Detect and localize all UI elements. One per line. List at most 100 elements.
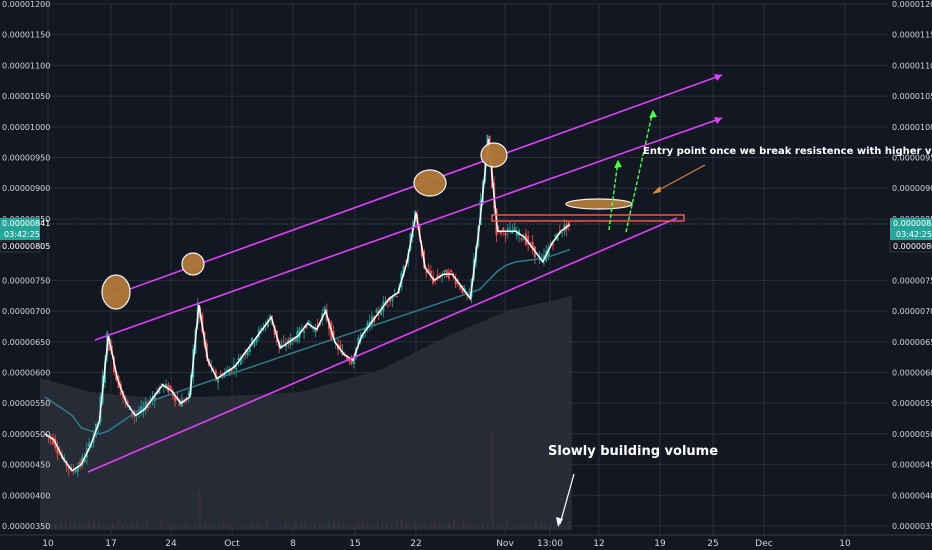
candle-body <box>282 342 285 344</box>
countdown-tag-right-text: 03:42:25 <box>896 230 932 239</box>
candle-body <box>509 227 512 229</box>
x-tick-label: 22 <box>410 539 421 549</box>
entry-point-annotation: Entry point once we break resistence wit… <box>643 146 932 157</box>
y-tick-label-left: 0.00000950 <box>2 154 50 163</box>
entry-pointer-arrow <box>654 164 706 193</box>
x-tick-label: Dec <box>755 539 772 549</box>
y-tick-label-left: 0.00000900 <box>2 184 50 193</box>
candle-body <box>251 337 254 345</box>
candle-body <box>527 236 530 245</box>
current-price-tag <box>0 218 40 229</box>
candle-body <box>515 232 518 236</box>
candle-body <box>368 321 371 326</box>
candle-body <box>352 357 355 365</box>
candle-body <box>56 447 59 454</box>
y-tick-label-left: 0.00001000 <box>2 123 50 132</box>
volume-pointer-arrow <box>559 473 575 525</box>
y-tick-label-left: 0.00000550 <box>2 399 50 408</box>
y-tick-label-left: 0.00000600 <box>2 368 50 377</box>
candle-body <box>217 378 220 383</box>
candle-body <box>131 412 134 415</box>
candle-body <box>522 238 525 241</box>
candle-body <box>108 338 111 351</box>
highlight-ellipse <box>101 274 131 310</box>
y-tick-label-right: 0.00000700 <box>892 307 932 316</box>
countdown-tag <box>0 229 40 240</box>
candle-body <box>51 437 54 444</box>
candle-body <box>497 227 500 229</box>
y-tick-label-right: 0.00001100 <box>892 61 932 70</box>
candle-body <box>253 341 256 346</box>
candle-body <box>67 465 70 470</box>
candle-body <box>142 407 145 411</box>
candle-body <box>561 232 564 234</box>
x-tick-label: 13:00 <box>537 539 563 549</box>
candle-body <box>285 344 288 347</box>
candle-body <box>314 328 317 333</box>
candle-body <box>366 322 369 328</box>
y-tick-label-right: 0.00001150 <box>892 31 932 40</box>
candle-body <box>389 297 392 302</box>
candle-body <box>126 401 129 405</box>
highlight-ellipse <box>413 169 447 197</box>
candle-body <box>237 357 240 361</box>
candle-body <box>58 452 61 455</box>
candle-body <box>305 324 308 328</box>
x-axis: 10 17 24 Oct 8 15 22 Nov 13:00 12 19 25 Dec 10 <box>42 539 851 549</box>
y-tick-label-right: 0.00000400 <box>892 491 932 500</box>
y-tick-label-left: 0.00000500 <box>2 430 50 439</box>
x-tick-label: 24 <box>165 539 177 549</box>
candle-body <box>513 227 516 232</box>
channel-line <box>87 217 678 473</box>
candle-body <box>79 461 82 467</box>
entry-pointer-arrowhead <box>652 186 661 194</box>
candle-body <box>506 228 509 232</box>
highlight-ellipse <box>480 142 508 168</box>
candle-body <box>443 270 446 273</box>
candle-body <box>74 470 77 473</box>
candle-body <box>459 285 462 289</box>
price-line <box>44 139 571 472</box>
candle-body <box>339 344 342 349</box>
countdown-tag-right <box>890 229 932 240</box>
candle-body <box>160 383 163 385</box>
candle-body <box>447 271 450 279</box>
candle-body <box>429 270 432 278</box>
candle-body <box>454 279 457 285</box>
y-tick-label-left: 0.00000750 <box>2 276 50 285</box>
candle-body <box>255 337 258 343</box>
candle-body <box>244 353 247 355</box>
candle-body <box>165 384 168 389</box>
resistance-band <box>491 214 685 222</box>
candle-body <box>375 309 378 313</box>
candle-body <box>294 339 297 341</box>
candle-body <box>183 401 186 403</box>
moving-average-line <box>44 248 571 435</box>
y-tick-label-right: 0.00000550 <box>892 399 932 408</box>
x-tick-label: 17 <box>105 539 116 549</box>
annotation-marks <box>101 109 706 527</box>
candle-body <box>266 320 269 327</box>
candle-body <box>248 347 251 352</box>
candle-body <box>226 369 229 372</box>
candle-body <box>364 328 367 332</box>
candle-body <box>146 406 149 408</box>
support-price-tag-right <box>889 240 932 253</box>
candle-body <box>269 315 272 318</box>
candle-body <box>395 296 398 298</box>
x-tick-label: 8 <box>290 539 296 549</box>
y-tick-label-right: 0.00001000 <box>892 123 932 132</box>
channel-arrowhead <box>714 117 722 124</box>
volume-annotation: Slowly building volume <box>548 444 718 459</box>
candle-body <box>88 442 91 447</box>
channel-arrowhead <box>714 74 722 81</box>
candle-body <box>260 327 263 329</box>
current-price-tag-text: 0.00000841 <box>2 219 50 228</box>
candle-body <box>83 457 86 463</box>
candle-body <box>567 221 570 225</box>
y-tick-label-right: 0.00000600 <box>892 368 932 377</box>
x-tick-label: 10 <box>42 539 54 549</box>
y-tick-label-right: 0.00000350 <box>892 522 932 531</box>
candle-body <box>239 358 242 365</box>
candle-body <box>504 232 507 236</box>
